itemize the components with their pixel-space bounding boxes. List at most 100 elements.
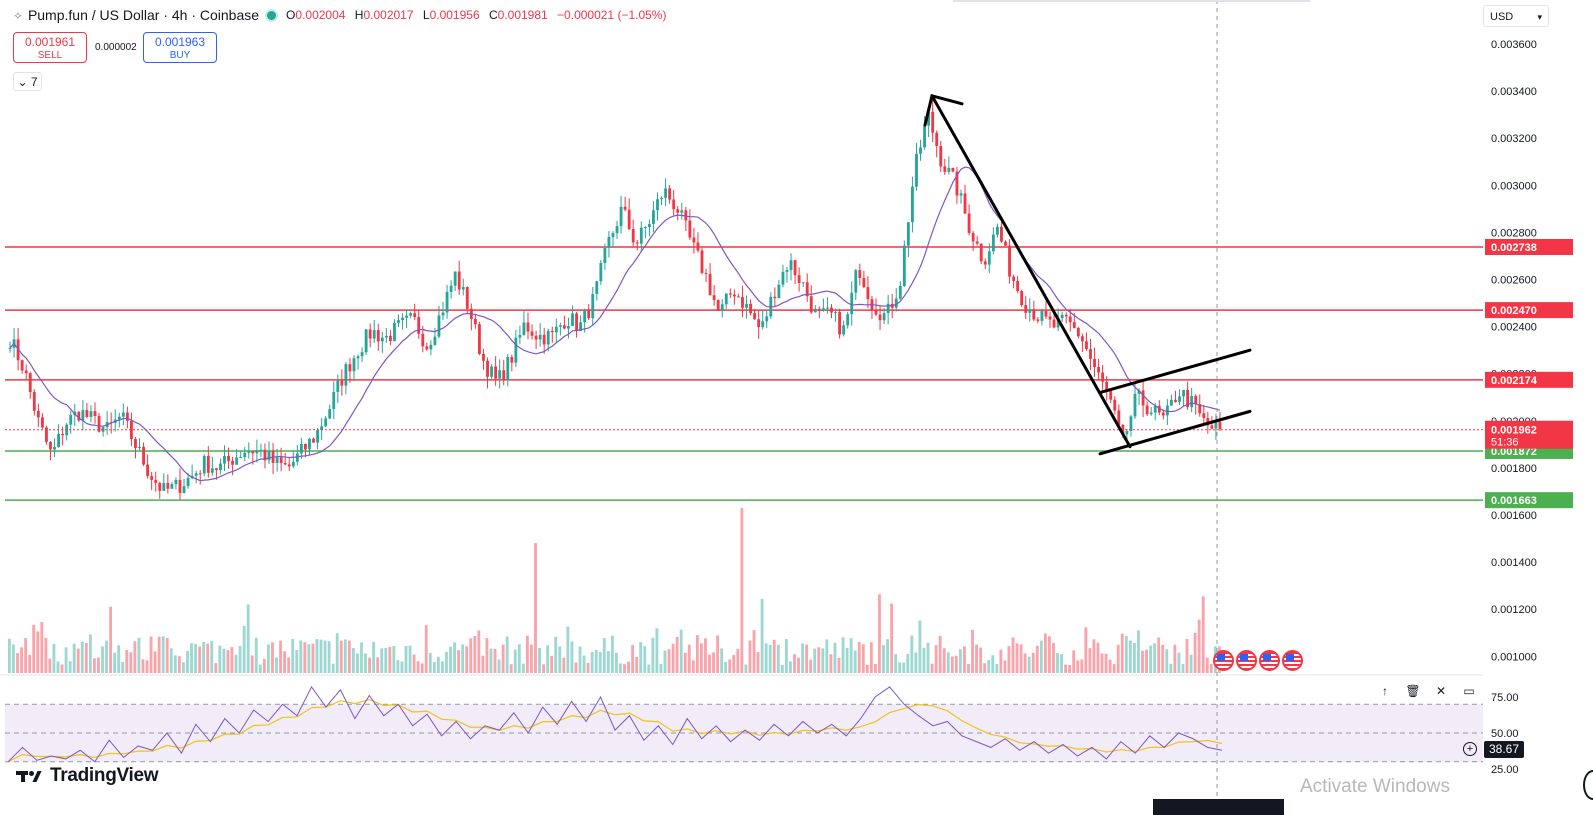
buy-button[interactable]: 0.001963 BUY: [143, 32, 217, 63]
volume-bar: [145, 660, 149, 673]
volume-bar: [675, 636, 679, 673]
candle-body: [1113, 399, 1117, 411]
indicator-legend-toggle[interactable]: ⌄ 7: [13, 72, 42, 91]
open-key: O: [286, 8, 296, 22]
level-label: 0.002174: [1491, 375, 1538, 387]
candle-body: [712, 295, 716, 301]
candle-body: [737, 296, 740, 298]
volume-bar: [849, 638, 853, 673]
volume-bar: [92, 658, 96, 673]
volume-bar: [873, 663, 877, 673]
candle-body: [615, 226, 619, 234]
symbol-title[interactable]: Pump.fun / US Dollar · 4h · Coinbase: [27, 7, 260, 23]
trend-line: [930, 94, 1132, 449]
volume-bar: [186, 650, 189, 673]
candle-body: [878, 314, 882, 321]
us-flag-icon[interactable]: [1259, 650, 1280, 671]
volume-bar: [744, 664, 748, 673]
maximize-icon[interactable]: ▭: [1463, 684, 1475, 698]
candle-body: [89, 411, 93, 417]
candle-body: [437, 315, 441, 337]
tradingview-logo[interactable]: TradingView: [16, 765, 159, 787]
candle-body: [1109, 390, 1113, 400]
candle-body: [1016, 280, 1020, 292]
candle-body: [692, 237, 696, 243]
volume-bar: [582, 655, 586, 673]
candle-body: [150, 476, 154, 480]
add-plus-icon[interactable]: +: [1463, 742, 1477, 756]
candle-body: [138, 446, 141, 449]
collapse-icon[interactable]: ✕: [1435, 684, 1447, 698]
volume-bar: [643, 646, 647, 673]
candle-body: [425, 346, 429, 350]
volume-bar: [149, 636, 153, 673]
volume-bar: [930, 663, 934, 673]
volume-bar: [250, 655, 254, 673]
candle-body: [206, 455, 210, 473]
volume-bar: [979, 647, 983, 673]
candle-body: [482, 353, 485, 361]
high-value: 0.002017: [363, 8, 414, 22]
volume-bar: [1027, 656, 1031, 673]
candle-body: [789, 260, 793, 271]
candle-body: [850, 292, 854, 315]
volume-bar: [473, 635, 477, 673]
volume-bar: [266, 644, 270, 673]
volume-bar: [586, 662, 590, 673]
volume-bar: [639, 642, 643, 673]
volume-bar: [1060, 654, 1063, 673]
candle-body: [927, 111, 931, 126]
volume-bar: [902, 662, 906, 673]
candle-body: [227, 455, 230, 461]
candle-body: [473, 318, 477, 325]
volume-bar: [934, 645, 938, 673]
volume-bar: [922, 647, 926, 673]
candle-body: [943, 166, 947, 172]
sell-button[interactable]: 0.001961 SELL: [13, 32, 87, 63]
volume-bar: [287, 657, 291, 673]
volume-bar: [772, 639, 776, 673]
candle-body: [1097, 367, 1100, 373]
volume-bar: [546, 645, 550, 673]
candle-body: [85, 410, 89, 417]
windows-watermark: Activate Windows: [1300, 776, 1450, 797]
us-flag-icon[interactable]: [1282, 650, 1303, 671]
volume-bar: [125, 649, 129, 673]
sell-label: SELL: [37, 50, 63, 61]
volume-bar: [182, 662, 185, 673]
volume-bar: [1201, 596, 1205, 673]
candle-body: [142, 446, 145, 465]
volume-bar: [570, 641, 574, 673]
candle-body: [61, 433, 65, 436]
us-flag-icon[interactable]: [1213, 650, 1234, 671]
candle-body: [1105, 381, 1109, 391]
currency-select[interactable]: USD ▾: [1483, 5, 1549, 27]
volume-bar: [845, 647, 849, 673]
buy-price: 0.001963: [154, 35, 206, 49]
volume-bar: [133, 641, 137, 673]
volume-bar: [821, 648, 825, 673]
candle-body: [1020, 291, 1024, 306]
candle-body: [1190, 395, 1194, 408]
volume-bar: [1132, 642, 1136, 673]
candle-body: [757, 319, 761, 328]
volume-bar: [963, 646, 966, 673]
candle-body: [453, 271, 457, 286]
volume-bar: [238, 645, 242, 673]
volume-bar: [372, 641, 376, 673]
candle-body: [765, 316, 769, 322]
volume-bar: [1108, 659, 1112, 673]
volume-bar: [1064, 664, 1068, 673]
candle-body: [45, 427, 48, 442]
candle-body: [1000, 226, 1003, 242]
volume-bar: [497, 659, 501, 673]
candle-body: [874, 309, 878, 315]
volume-bar: [214, 663, 218, 673]
volume-bar: [1149, 645, 1153, 673]
us-flag-icon[interactable]: [1236, 650, 1257, 671]
candle-body: [518, 334, 522, 338]
trash-icon[interactable]: 🗑: [1405, 684, 1421, 698]
move-up-icon[interactable]: ↑: [1382, 684, 1388, 698]
volume-bar: [1080, 659, 1084, 673]
